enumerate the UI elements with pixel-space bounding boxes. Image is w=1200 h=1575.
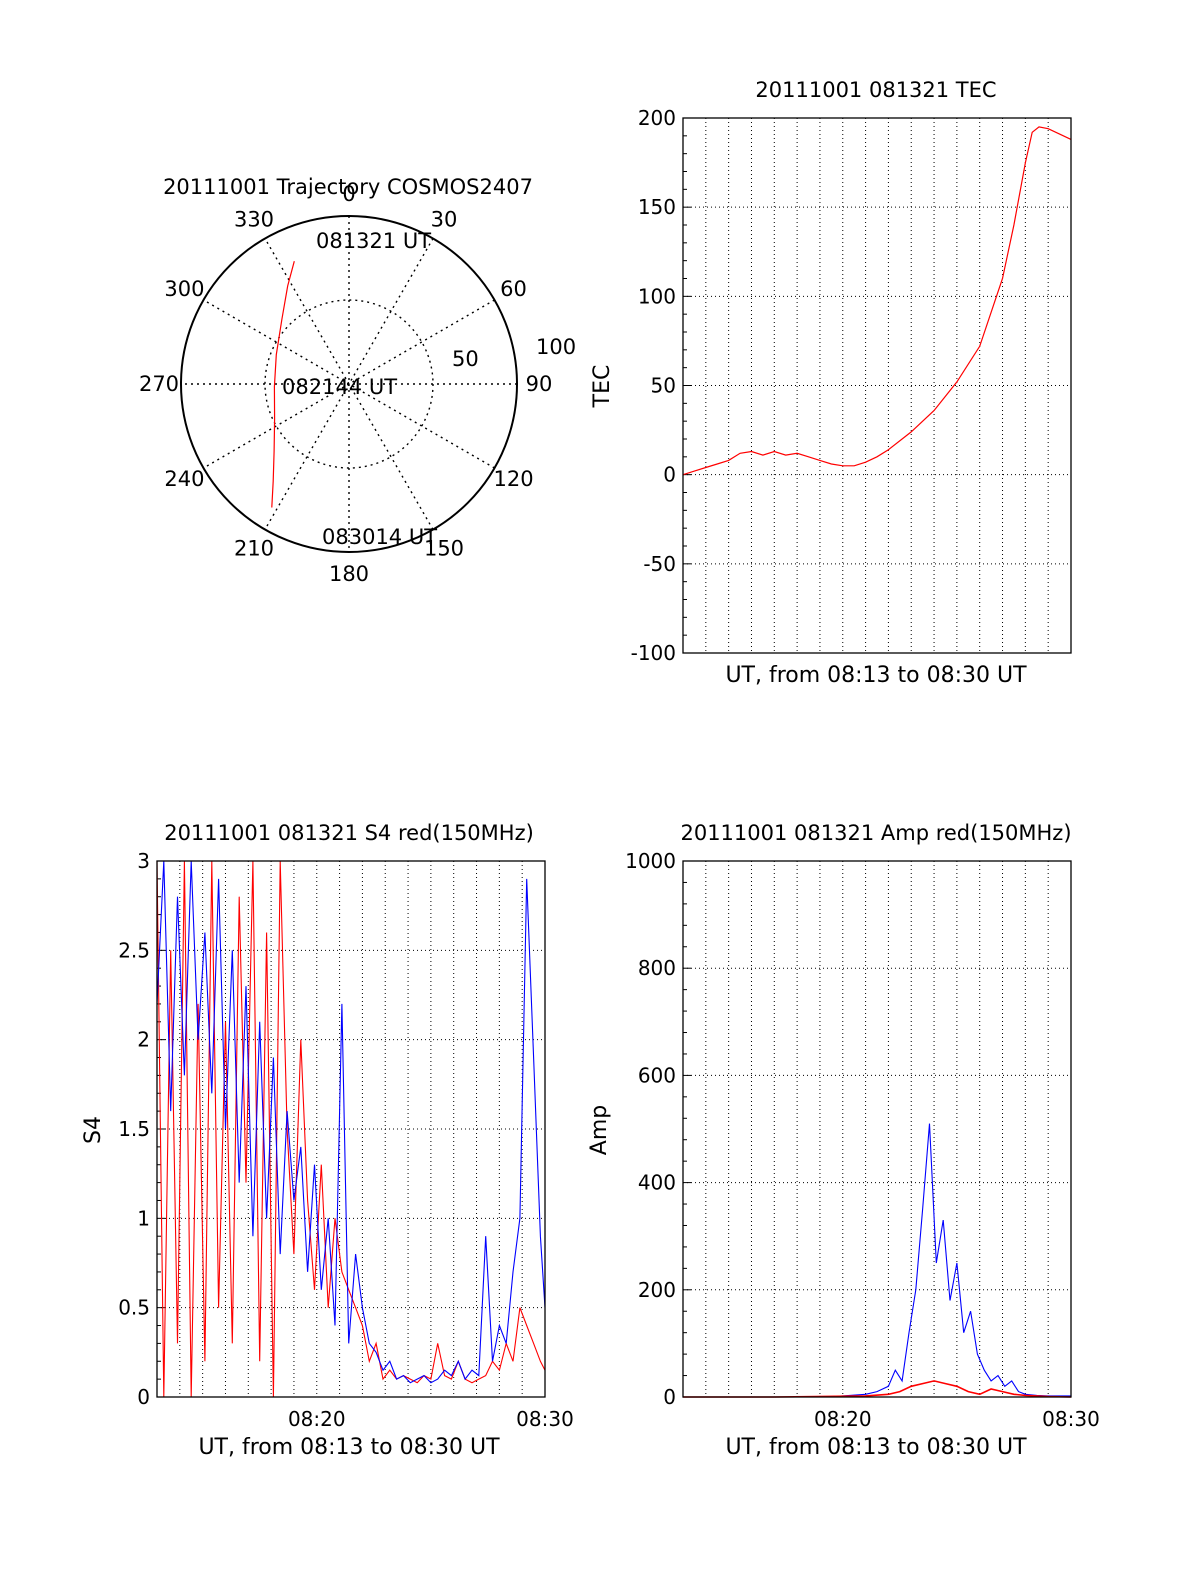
polar-angle-label: 300 xyxy=(164,277,204,301)
y-tick-label: 150 xyxy=(638,195,676,219)
x-tick-label: 08:20 xyxy=(814,1407,872,1431)
y-tick-label: -50 xyxy=(643,552,676,576)
polar-angle-labels: 0 30 60 90 120 150 180 210 240 270 300 330 xyxy=(139,182,552,586)
x-tick-label: 08:20 xyxy=(288,1407,346,1431)
amp-series-blue xyxy=(683,1123,1071,1398)
polar-angle-label: 60 xyxy=(500,277,527,301)
y-tick-label: 800 xyxy=(638,956,676,980)
annotation-end-time: 083014 UT xyxy=(322,525,437,549)
s4-xlabel: UT, from 08:13 to 08:30 UT xyxy=(198,1435,500,1460)
polar-angle-label: 0 xyxy=(342,182,355,206)
polar-spoke xyxy=(264,238,434,530)
tec-panel: 20111001 081321 TEC 200150100500-50-100 … xyxy=(590,78,1072,688)
tec-title: 20111001 081321 TEC xyxy=(755,78,996,102)
y-tick-label: 400 xyxy=(638,1171,676,1195)
s4-series-blue xyxy=(156,860,546,1384)
trajectory-line xyxy=(271,261,295,508)
y-tick-label: 1.5 xyxy=(118,1117,150,1141)
tec-frame xyxy=(682,117,1072,654)
y-tick-label: 100 xyxy=(638,284,676,308)
radial-label-50: 50 xyxy=(452,347,479,371)
polar-title: 20111001 Trajectory COSMOS2407 xyxy=(163,175,533,199)
tec-ticks: 200 150 100 50 0 -50 -100 xyxy=(631,106,691,665)
y-tick-label: 1 xyxy=(137,1206,150,1230)
amp-grid xyxy=(683,861,1071,1397)
polar-angle-label: 180 xyxy=(329,562,369,586)
amp-xlabel: UT, from 08:13 to 08:30 UT xyxy=(725,1435,1027,1460)
s4-panel: 20111001 081321 S4 red(150MHz) 3 2.5 2 1.5 1… xyxy=(81,821,574,1460)
y-tick-label: 50 xyxy=(651,374,676,398)
annotation-mid-time: 082144 UT xyxy=(282,375,397,399)
y-tick-label: 2.5 xyxy=(118,938,150,962)
y-tick-label: 600 xyxy=(638,1063,676,1087)
radial-label-100: 100 xyxy=(536,335,576,359)
y-tick-label: -100 xyxy=(631,641,676,665)
tec-xlabel: UT, from 08:13 to 08:30 UT xyxy=(725,663,1027,688)
polar-angle-label: 30 xyxy=(431,207,458,231)
polar-trajectory-panel: 20111001 Trajectory COSMOS2407 0 30 60 90 12… xyxy=(139,175,576,586)
y-tick-label: 0 xyxy=(663,1385,676,1409)
s4-frame xyxy=(156,860,546,1398)
annotation-start-time: 081321 UT xyxy=(316,229,431,253)
y-tick-label: 0 xyxy=(663,463,676,487)
amp-frame xyxy=(682,860,1072,1398)
y-tick-label: 200 xyxy=(638,1278,676,1302)
y-tick-label: 3 xyxy=(137,849,150,873)
amp-series-red xyxy=(683,1380,1072,1398)
polar-angle-label: 330 xyxy=(234,207,274,231)
x-tick-label: 08:30 xyxy=(516,1407,574,1431)
polar-grid xyxy=(180,215,518,553)
polar-angle-label: 150 xyxy=(424,537,464,561)
y-tick-label: 200 xyxy=(638,106,676,130)
x-tick-label: 08:30 xyxy=(1042,1407,1100,1431)
tec-ylabel: TEC xyxy=(590,365,615,409)
tec-series-line xyxy=(682,126,1072,476)
polar-angle-label: 240 xyxy=(164,467,204,491)
amp-title: 20111001 081321 Amp red(150MHz) xyxy=(680,821,1071,845)
y-tick-label: 0 xyxy=(137,1385,150,1409)
s4-ylabel: S4 xyxy=(81,1116,106,1144)
polar-angle-label: 210 xyxy=(234,537,274,561)
tec-grid xyxy=(683,118,1071,653)
amp-ticks: 1000 800 600 400 200 0 08:20 08:30 xyxy=(625,849,1100,1431)
amp-ylabel: Amp xyxy=(587,1105,612,1155)
polar-angle-label: 270 xyxy=(139,372,179,396)
s4-ticks: 3 2.5 2 1.5 1 0.5 0 08:20 08:30 xyxy=(118,849,574,1431)
polar-angle-label: 90 xyxy=(526,372,553,396)
s4-title: 20111001 081321 S4 red(150MHz) xyxy=(164,821,534,845)
y-tick-label: 1000 xyxy=(625,849,676,873)
y-tick-label: 0.5 xyxy=(118,1296,150,1320)
y-tick-label: 2 xyxy=(137,1028,150,1052)
amp-panel: 20111001 081321 Amp red(150MHz) 1000 800 6… xyxy=(587,821,1100,1460)
polar-angle-label: 120 xyxy=(493,467,533,491)
